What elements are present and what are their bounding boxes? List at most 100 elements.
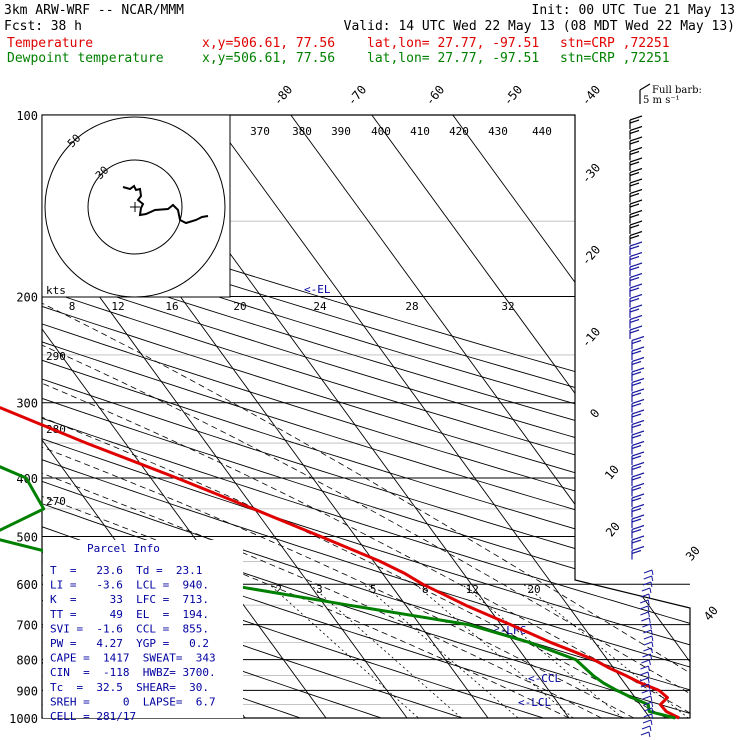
pressure-label-800: 800 — [16, 654, 38, 668]
wind-barb — [631, 409, 645, 423]
wind-barb — [643, 707, 654, 714]
dry-adiabat-270 — [42, 115, 503, 718]
mixing-line-12 — [461, 583, 639, 718]
parcel-info-row: CELL = 281/17 — [50, 710, 136, 723]
pressure-label-700: 700 — [16, 619, 38, 633]
dry-adiabat-400 — [42, 115, 690, 718]
parcel-info-title: Parcel Info — [87, 542, 160, 555]
wind-barb — [641, 689, 652, 696]
model-title: 3km ARW-WRF -- NCAR/MMM — [4, 3, 184, 18]
speed-label-28: 28 — [405, 300, 418, 313]
dry-adiabat-380 — [42, 115, 690, 718]
wind-barb — [629, 115, 643, 129]
parcel-info-row: LI = -3.6 LCL = 940. — [50, 579, 209, 592]
legend-dewpoint-latlon: lat,lon= 27.77, -97.51 — [367, 51, 539, 66]
barb-legend-icon — [639, 83, 651, 104]
wind-barb — [629, 262, 643, 276]
wind-barb — [643, 629, 653, 636]
wind-barb — [631, 367, 645, 381]
wind-barb — [641, 617, 651, 624]
wind-barb — [629, 314, 643, 329]
wind-barb — [629, 325, 643, 339]
dry-adiabat-310 — [42, 115, 690, 718]
wind-barb — [643, 641, 654, 648]
wind-barb — [629, 283, 643, 297]
wind-barb — [629, 209, 643, 224]
wind-barb — [629, 178, 643, 192]
moist-adiabat-30 — [42, 268, 690, 718]
parcel-info-row: SVI = -1.6 CCL = 855. — [50, 622, 209, 635]
hodograph-trace — [122, 184, 209, 225]
isotherm-label-10: 10 — [602, 462, 622, 482]
hodograph-center-mark — [130, 202, 140, 212]
mixing-line-20 — [523, 583, 690, 718]
wind-barb — [643, 713, 654, 720]
wind-barb — [641, 587, 652, 594]
wind-barb — [631, 545, 645, 560]
isotherm-40 — [361, 115, 690, 718]
isotherm--60 — [0, 102, 11, 731]
parcel-info: Parcel Info T = 23.6 Td = 23.1 LI = -3.6 L… — [43, 540, 243, 723]
moist-adiabat-14 — [42, 268, 602, 718]
mixing-label-8: 8 — [422, 583, 429, 596]
wind-barb — [641, 659, 651, 666]
dry-adiabat-370 — [42, 115, 690, 718]
wind-barb — [629, 230, 643, 245]
wind-barb — [631, 451, 645, 465]
mixing-line-5 — [363, 583, 534, 718]
wind-barb — [640, 665, 650, 672]
plot-frame — [41, 114, 691, 719]
wind-barb — [629, 272, 643, 287]
wind-barb — [629, 146, 643, 161]
dry-adiabat-440 — [42, 115, 690, 718]
moist-adiabat-26 — [42, 268, 690, 718]
wind-barb — [629, 293, 643, 308]
isotherm-30 — [280, 115, 690, 718]
isotherm-label-0: 0 — [587, 406, 602, 421]
hodograph-box — [41, 114, 231, 298]
moist-adiabat-34 — [42, 268, 690, 718]
parcel-info-row: CIN = -118 HWBZ= 3700. — [50, 666, 216, 679]
pressure-label-900: 900 — [16, 684, 38, 698]
pressure-label-1000: 1000 — [9, 712, 38, 726]
hodograph-units: kts — [46, 284, 66, 297]
wind-barb — [640, 731, 651, 738]
wind-barb — [631, 419, 645, 434]
isotherm-label--10: -10 — [579, 325, 604, 351]
wind-barb — [631, 388, 645, 402]
isotherm-label-20: 20 — [603, 519, 623, 539]
wind-barb — [629, 220, 643, 234]
wind-barb — [631, 472, 645, 486]
barb-legend-line2: 5 m s⁻¹ — [643, 95, 680, 106]
parcel-info-row: CAPE = 1417 SWEAT= 343 — [50, 652, 216, 665]
wind-barb — [631, 535, 645, 549]
pressure-label-600: 600 — [16, 578, 38, 592]
speed-label-24: 24 — [313, 300, 327, 313]
wind-barb — [631, 377, 645, 392]
isotherm-label--30: -30 — [579, 161, 604, 187]
wind-barb — [631, 356, 645, 371]
wind-barb — [629, 136, 643, 150]
theta-label-440: 440 — [532, 125, 552, 138]
hodograph-ring-30 — [44, 116, 226, 298]
theta-label-390: 390 — [331, 125, 351, 138]
dry-adiabat-260 — [42, 115, 421, 718]
wind-barb — [643, 575, 654, 582]
wind-barb — [639, 677, 650, 684]
wind-barb — [631, 524, 645, 539]
wind-barb — [640, 599, 650, 606]
wind-barb — [631, 440, 645, 455]
dry-adiabat-300 — [42, 115, 690, 718]
wind-barb — [629, 157, 643, 171]
isotherm-label--70: -70 — [345, 83, 370, 109]
parcel-info-row: SREH = 0 LAPSE= 6.7 — [50, 695, 216, 708]
theta-label-380: 380 — [292, 125, 312, 138]
wind-barb — [640, 611, 650, 618]
wind-barb — [642, 719, 653, 726]
theta-label-430: 430 — [488, 125, 508, 138]
legend-dewpoint-xy: x,y=506.61, 77.56 — [202, 51, 335, 66]
barb-legend-line1: Full barb: — [652, 85, 702, 96]
wind-barb — [629, 251, 643, 266]
